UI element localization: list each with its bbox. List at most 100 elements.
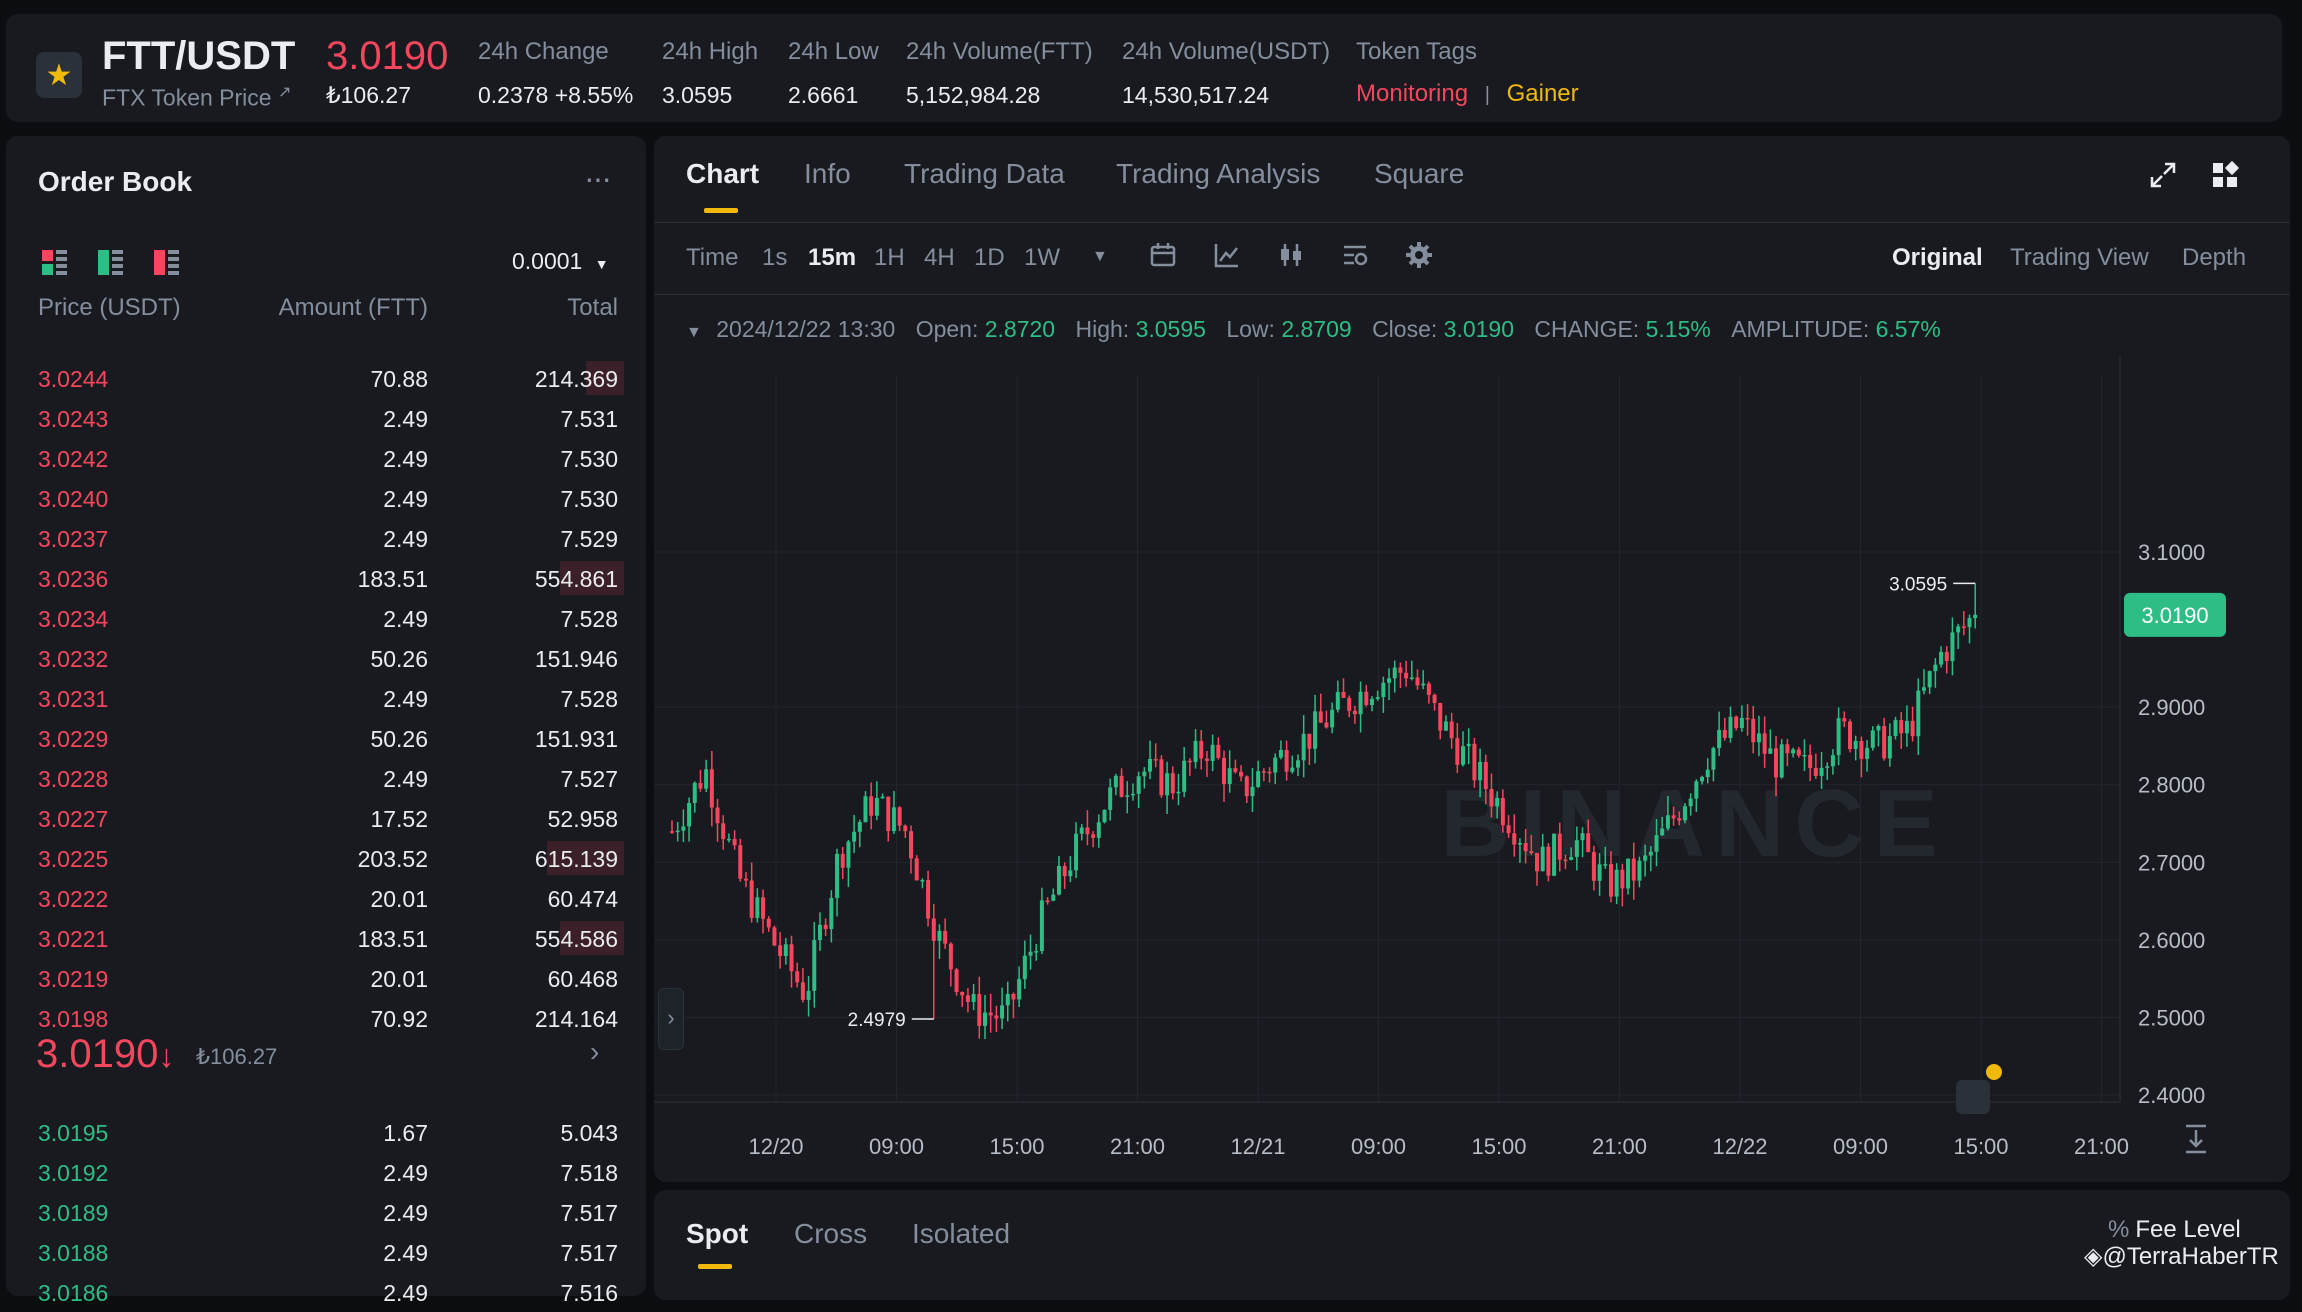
candle-body	[1967, 618, 1972, 628]
ask-total: 554.861	[534, 566, 618, 592]
ask-row[interactable]: 3.0243 2.49 7.531	[6, 398, 646, 438]
candle-body	[1870, 730, 1875, 748]
candle-body	[857, 822, 862, 832]
depth-bar	[560, 561, 624, 595]
layout-grid-icon[interactable]	[2210, 160, 2240, 190]
fullscreen-icon[interactable]	[2148, 160, 2178, 190]
candle-body	[1722, 730, 1727, 738]
bid-row[interactable]: 3.0188 2.49 7.517	[6, 1232, 646, 1272]
ask-row[interactable]: 3.0225 203.52 615.139	[6, 838, 646, 878]
ask-row[interactable]: 3.0236 183.51 554.861	[6, 558, 646, 598]
gear-icon[interactable]	[1404, 240, 1434, 270]
timeframe-1w[interactable]: 1W	[1024, 244, 1060, 271]
pair-symbol[interactable]: FTT/USDT	[102, 34, 296, 78]
timeframe-4h[interactable]: 4H	[924, 244, 955, 271]
notes-icon[interactable]	[1956, 1080, 1990, 1114]
candle-body	[1398, 667, 1403, 673]
candle-body	[1813, 767, 1818, 776]
candle-body	[1785, 744, 1790, 754]
timeframe-1d[interactable]: 1D	[974, 244, 1005, 271]
calendar-icon[interactable]	[1148, 240, 1178, 270]
more-options-icon[interactable]: ···	[584, 160, 612, 196]
tab-trading-analysis[interactable]: Trading Analysis	[1116, 158, 1321, 189]
ask-row[interactable]: 3.0231 2.49 7.528	[6, 678, 646, 718]
tag-gainer[interactable]: Gainer	[1506, 80, 1579, 107]
timeframe-1s[interactable]: 1s	[762, 244, 788, 271]
candle-body	[1244, 776, 1249, 797]
candle-body	[1848, 721, 1853, 749]
candle-body	[1250, 786, 1255, 797]
arrow-down-icon: ↓	[158, 1038, 175, 1074]
fee-level-label: Fee Level	[2135, 1216, 2241, 1243]
candle-body	[954, 969, 959, 993]
layout-both-icon[interactable]	[42, 250, 68, 276]
collapse-chevron-icon[interactable]: ▼	[686, 324, 702, 341]
ask-row[interactable]: 3.0237 2.49 7.529	[6, 518, 646, 558]
candle-body	[1643, 855, 1648, 861]
bid-row[interactable]: 3.0189 2.49 7.517	[6, 1192, 646, 1232]
view-depth[interactable]: Depth	[2182, 244, 2247, 271]
candle-body	[1796, 749, 1801, 756]
ask-row[interactable]: 3.0221 183.51 554.586	[6, 918, 646, 958]
candle-body	[715, 807, 720, 824]
tab-cross[interactable]: Cross	[794, 1218, 868, 1249]
candle-body	[880, 796, 885, 799]
layout-asks-icon[interactable]	[154, 250, 180, 276]
candle-body	[863, 796, 868, 823]
chart-settings-list-icon[interactable]	[1340, 240, 1370, 270]
mid-price[interactable]: 3.0190↓	[36, 1032, 174, 1077]
precision-select[interactable]: 0.0001 ▼	[512, 248, 609, 275]
candle-body	[766, 918, 771, 928]
ask-row[interactable]: 3.0232 50.26 151.946	[6, 638, 646, 678]
ask-row[interactable]: 3.0228 2.49 7.527	[6, 758, 646, 798]
tab-info[interactable]: Info	[804, 158, 851, 189]
x-tick-label: 21:00	[1110, 1134, 1165, 1159]
layout-bids-icon[interactable]	[98, 250, 124, 276]
tab-trading-data[interactable]: Trading Data	[904, 158, 1065, 189]
bid-row[interactable]: 3.0192 2.49 7.518	[6, 1152, 646, 1192]
tab-square[interactable]: Square	[1374, 158, 1465, 189]
tag-monitoring[interactable]: Monitoring	[1356, 80, 1469, 107]
ask-row[interactable]: 3.0242 2.49 7.530	[6, 438, 646, 478]
candle-body	[1500, 798, 1505, 826]
ask-amount: 2.49	[383, 606, 428, 632]
tab-spot[interactable]: Spot	[686, 1218, 749, 1249]
candle-body	[732, 838, 737, 846]
ask-price: 3.0231	[38, 686, 109, 712]
ask-price: 3.0198	[38, 1006, 109, 1032]
candle-type-icon[interactable]	[1276, 240, 1306, 270]
ask-amount: 50.26	[370, 646, 428, 672]
chevron-right-icon[interactable]: ›	[590, 1036, 600, 1067]
ask-row[interactable]: 3.0244 70.88 214.369	[6, 358, 646, 398]
candle-body	[709, 769, 714, 808]
fee-level-link[interactable]: % Fee Level	[2108, 1216, 2241, 1244]
bid-row[interactable]: 3.0186 2.49 7.516	[6, 1272, 646, 1312]
ask-row[interactable]: 3.0240 2.49 7.530	[6, 478, 646, 518]
candlestick-chart[interactable]: 3.1000 2.9000 2.8000 2.7000 2.6000 2.5000 2.40…	[654, 356, 2290, 1176]
ask-row[interactable]: 3.0227 17.52 52.958	[6, 798, 646, 838]
indicators-icon[interactable]	[1212, 240, 1242, 270]
tab-isolated[interactable]: Isolated	[912, 1218, 1011, 1249]
y-tick-label: 2.9000	[2138, 695, 2205, 720]
ask-row[interactable]: 3.0222 20.01 60.474	[6, 878, 646, 918]
ask-row[interactable]: 3.0229 50.26 151.931	[6, 718, 646, 758]
token-name-link[interactable]: FTX Token Price ↗	[102, 82, 291, 112]
ask-row[interactable]: 3.0219 20.01 60.468	[6, 958, 646, 998]
ask-row[interactable]: 3.0198 70.92 214.164	[6, 998, 646, 1038]
auto-scale-icon[interactable]	[2186, 1124, 2206, 1154]
bid-row[interactable]: 3.0195 1.67 5.043	[6, 1112, 646, 1152]
tab-chart[interactable]: Chart	[686, 158, 760, 189]
timeframe-1h[interactable]: 1H	[874, 244, 905, 271]
ask-row[interactable]: 3.0234 2.49 7.528	[6, 598, 646, 638]
timeframe-time[interactable]: Time	[686, 244, 739, 271]
candle-body	[909, 831, 914, 859]
candle-body	[1102, 809, 1107, 823]
timeframe-15m[interactable]: 15m	[808, 244, 857, 271]
candle-body	[1125, 795, 1130, 797]
view-original[interactable]: Original	[1892, 244, 1983, 271]
favorite-star-icon[interactable]: ★	[36, 52, 82, 98]
expand-sidebar-button[interactable]: ›	[658, 988, 684, 1050]
timeframe-more-dropdown-icon[interactable]: ▼	[1092, 248, 1108, 265]
view-trading-view[interactable]: Trading View	[2010, 244, 2149, 271]
candle-body	[1956, 626, 1961, 633]
